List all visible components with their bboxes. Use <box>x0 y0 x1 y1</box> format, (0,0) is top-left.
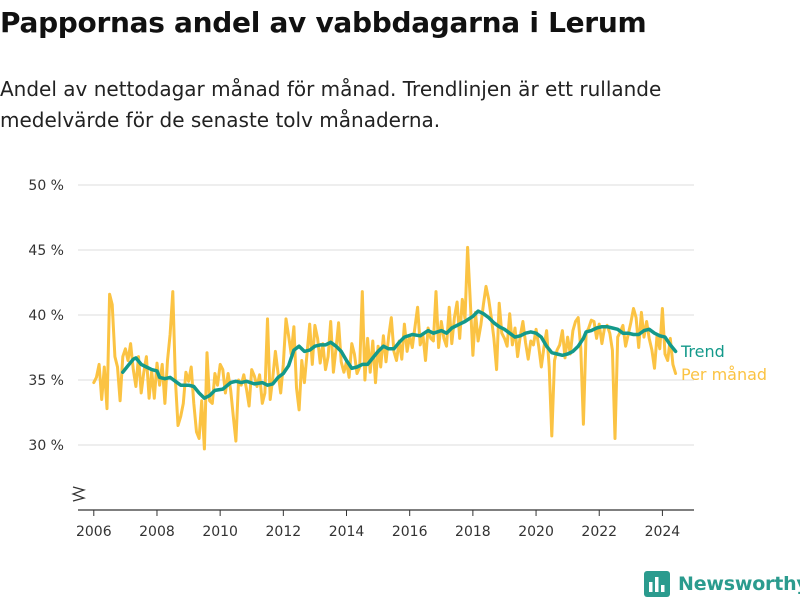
chart-title: Pappornas andel av vabbdagarna i Lerum <box>0 6 647 39</box>
x-tick-label: 2018 <box>455 524 491 540</box>
y-tick-label: 50 % <box>28 178 64 194</box>
legend: Trend Per månad <box>680 342 767 384</box>
y-axis-labels: 30 % 35 % 40 % 45 % 50 % <box>28 178 64 454</box>
x-axis: 2006 2008 2010 2012 2014 2016 2018 2020 2022 2024 <box>71 486 694 540</box>
newsworthy-logo-icon <box>644 571 670 597</box>
x-tick-label: 2010 <box>202 524 238 540</box>
series-line-1 <box>121 309 678 400</box>
x-tick-label: 2014 <box>329 524 365 540</box>
x-tick-label: 2022 <box>581 524 617 540</box>
legend-label: Per månad <box>681 365 767 384</box>
axis-break-icon <box>71 486 86 502</box>
x-tick-label: 2012 <box>266 524 302 540</box>
x-tick-label: 2008 <box>139 524 175 540</box>
x-tick-label: 2006 <box>76 524 112 540</box>
y-tick-label: 40 % <box>28 308 64 324</box>
y-tick-label: 30 % <box>28 438 64 454</box>
newsworthy-brand: Newsworthy <box>644 569 800 599</box>
y-tick-label: 35 % <box>28 373 64 389</box>
x-tick-label: 2024 <box>645 524 681 540</box>
y-tick-label: 45 % <box>28 243 64 259</box>
x-tick-label: 2016 <box>392 524 428 540</box>
x-tick-label: 2020 <box>518 524 554 540</box>
gridlines <box>78 184 694 446</box>
brand-name: Newsworthy <box>678 573 800 595</box>
series-layer <box>92 245 678 451</box>
legend-label: Trend <box>680 342 725 361</box>
chart-subtitle: Andel av nettodagar månad för månad. Tre… <box>0 77 662 132</box>
